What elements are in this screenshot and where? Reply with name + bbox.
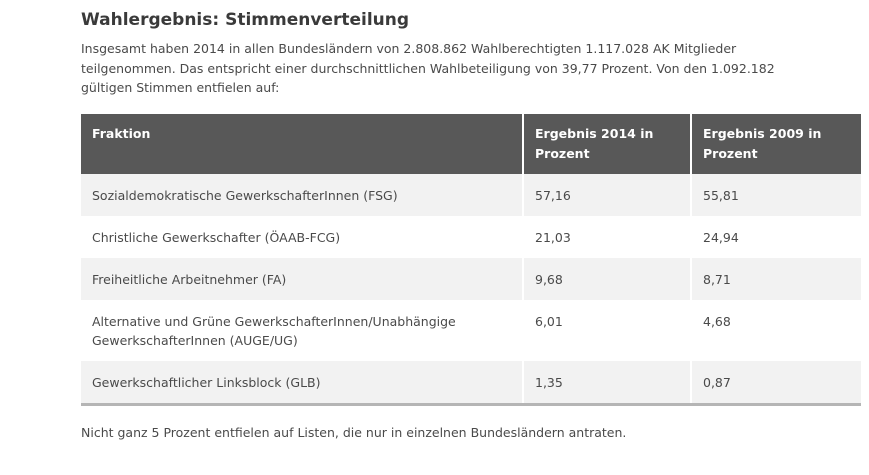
cell-ergebnis-2009: 4,68 [692, 299, 861, 361]
footnote-text: Nicht ganz 5 Prozent entfielen auf Liste… [81, 424, 627, 440]
table-row: Freiheitliche Arbeitnehmer (FA) 9,68 8,7… [81, 257, 861, 300]
cell-fraktion: Christliche Gewerkschafter (ÖAAB-FCG) [81, 215, 524, 258]
content-area: Wahlergebnis: Stimmenverteilung Insgesam… [81, 0, 861, 442]
table-header-row: Fraktion Ergebnis 2014 in Prozent Ergebn… [81, 113, 861, 174]
cell-fraktion: Alternative und Grüne GewerkschafterInne… [81, 299, 524, 361]
header-fraktion: Fraktion [81, 113, 524, 174]
cell-ergebnis-2014: 1,35 [524, 360, 692, 403]
table-row: Christliche Gewerkschafter (ÖAAB-FCG) 21… [81, 215, 861, 258]
table-row: Sozialdemokratische GewerkschafterInnen … [81, 173, 861, 216]
header-ergebnis-2009: Ergebnis 2009 in Prozent [692, 113, 861, 174]
cell-fraktion: Gewerkschaftlicher Linksblock (GLB) [81, 360, 524, 403]
results-table: Fraktion Ergebnis 2014 in Prozent Ergebn… [81, 113, 861, 406]
table-row: Gewerkschaftlicher Linksblock (GLB) 1,35… [81, 360, 861, 403]
cell-fraktion: Sozialdemokratische GewerkschafterInnen … [81, 173, 524, 216]
header-ergebnis-2014: Ergebnis 2014 in Prozent [524, 113, 692, 174]
cell-ergebnis-2014: 6,01 [524, 299, 692, 361]
intro-text: Insgesamt haben 2014 in allen Bundesländ… [81, 41, 775, 95]
page-title: Wahlergebnis: Stimmenverteilung [81, 10, 410, 30]
cell-fraktion: Freiheitliche Arbeitnehmer (FA) [81, 257, 524, 300]
cell-ergebnis-2009: 55,81 [692, 173, 861, 216]
table-row: Alternative und Grüne GewerkschafterInne… [81, 299, 861, 361]
cell-ergebnis-2009: 8,71 [692, 257, 861, 300]
cell-ergebnis-2014: 9,68 [524, 257, 692, 300]
cell-ergebnis-2014: 57,16 [524, 173, 692, 216]
cell-ergebnis-2009: 0,87 [692, 360, 861, 403]
cell-ergebnis-2014: 21,03 [524, 215, 692, 258]
cell-ergebnis-2009: 24,94 [692, 215, 861, 258]
